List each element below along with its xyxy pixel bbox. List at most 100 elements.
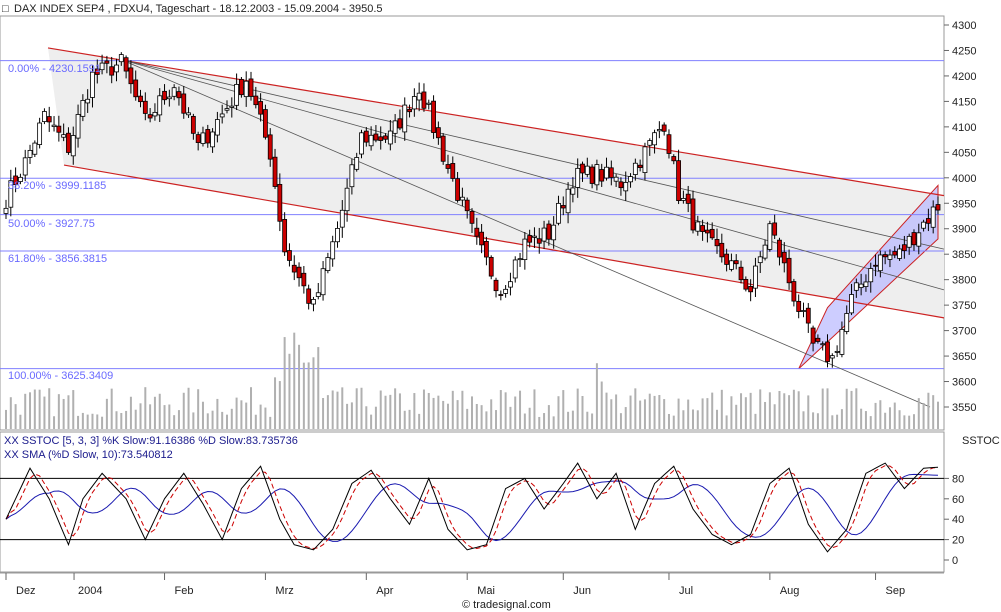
bull-candle — [61, 134, 67, 138]
bear-candle — [901, 244, 907, 252]
volume-bar — [591, 413, 594, 429]
bear-candle — [536, 238, 542, 244]
bear-candle — [287, 250, 292, 261]
bear-candle — [306, 288, 312, 304]
volume-bar — [298, 344, 301, 429]
bear-candle — [253, 95, 259, 106]
volume-bar — [336, 391, 339, 429]
volume-bar — [610, 399, 613, 429]
bull-candle — [532, 235, 537, 238]
sstoc-lines — [0, 462, 944, 553]
volume-bar — [211, 410, 214, 429]
bull-candle — [219, 113, 225, 118]
volume-bar — [24, 393, 27, 429]
volume-bar — [730, 396, 733, 429]
bear-candle — [407, 108, 412, 113]
bear-candle — [104, 60, 110, 64]
volume-bar — [86, 414, 89, 429]
volume-bar — [504, 392, 507, 429]
volume-bar — [932, 395, 935, 429]
volume-bar — [528, 407, 531, 429]
bear-candle — [94, 68, 100, 75]
candles — [3, 52, 941, 368]
bull-candle — [863, 281, 869, 288]
bull-candle — [565, 188, 571, 214]
x-tick-label: Mai — [477, 585, 495, 597]
sstoc-y-tick-label: 40 — [952, 514, 964, 526]
bull-candle — [354, 157, 360, 170]
volume-bar — [129, 396, 132, 429]
volume-bar — [360, 387, 363, 429]
bear-candle — [748, 285, 754, 293]
volume-bar — [125, 410, 128, 429]
bull-candle — [411, 96, 417, 110]
volume-bar — [653, 395, 656, 429]
fib-label-61: 61.80% - 3856.3815 — [8, 253, 107, 265]
bear-candle — [796, 300, 802, 312]
bear-candle — [267, 134, 273, 160]
bear-candle — [421, 91, 427, 109]
volume-bar — [221, 411, 224, 429]
chart-title: DAX INDEX SEP4 , FDXU4, Tageschart - 18.… — [14, 3, 383, 15]
bull-candle — [897, 248, 902, 259]
volume-bar — [33, 389, 36, 429]
volume-bar — [850, 390, 853, 429]
bear-candle — [431, 100, 436, 133]
bear-candle — [882, 254, 888, 258]
bear-candle — [690, 198, 696, 231]
volume-bar — [134, 409, 137, 429]
bull-candle — [839, 328, 845, 355]
volume-bar — [884, 412, 887, 429]
bear-candle — [493, 279, 499, 292]
volume-bar — [322, 398, 325, 429]
bull-candle — [152, 111, 158, 117]
bull-candle — [402, 104, 408, 133]
volume-bar — [658, 394, 661, 429]
bull-candle — [570, 187, 576, 195]
bull-candle — [517, 258, 523, 261]
volume-bar — [888, 407, 891, 429]
volume-bar — [269, 416, 272, 429]
bull-candle — [695, 221, 701, 232]
bull-candle — [186, 112, 191, 116]
volume-bar — [9, 397, 12, 429]
volume-bar — [605, 392, 608, 429]
sstoc-y-tick-label: 20 — [952, 535, 964, 547]
volume-bar — [509, 406, 512, 429]
volume-bar — [235, 397, 238, 429]
bear-candle — [378, 136, 384, 141]
volume-bar — [567, 411, 570, 429]
volume-bar — [422, 389, 425, 429]
volume-bars — [5, 332, 939, 429]
x-tick-label: Dez — [16, 585, 36, 597]
bear-candle — [479, 231, 485, 246]
bull-candle — [80, 100, 86, 117]
bull-candle — [503, 288, 509, 294]
y-tick-label: 4300 — [952, 20, 976, 32]
bull-candle — [522, 238, 528, 261]
volume-bar — [485, 411, 488, 429]
bear-candle — [676, 160, 681, 202]
volume-bar — [120, 412, 123, 429]
volume-bar — [768, 392, 771, 429]
volume-bar — [293, 332, 296, 429]
volume-bar — [557, 396, 560, 429]
volume-bar — [922, 402, 925, 429]
volume-bar — [543, 413, 546, 429]
volume-bar — [792, 389, 795, 429]
volume-bar — [619, 413, 622, 429]
bear-candle — [700, 225, 705, 232]
y-tick-label: 3750 — [952, 300, 976, 312]
volume-bar — [379, 390, 382, 429]
bull-candle — [858, 283, 864, 288]
bull-candle — [335, 228, 340, 243]
title-box-icon: □ — [2, 3, 9, 15]
bull-candle — [37, 122, 43, 145]
bear-candle — [147, 114, 153, 119]
bull-candle — [853, 282, 859, 291]
volume-bar — [912, 414, 915, 429]
bull-candle — [387, 130, 393, 145]
fibonacci-labels: 0.00% - 4230.1591 38.20% - 3999.1185 50.… — [8, 63, 113, 382]
price-y-axis: 4300 4250 4200 4150 4100 4050 4000 3950 3900 3850… — [944, 20, 976, 414]
